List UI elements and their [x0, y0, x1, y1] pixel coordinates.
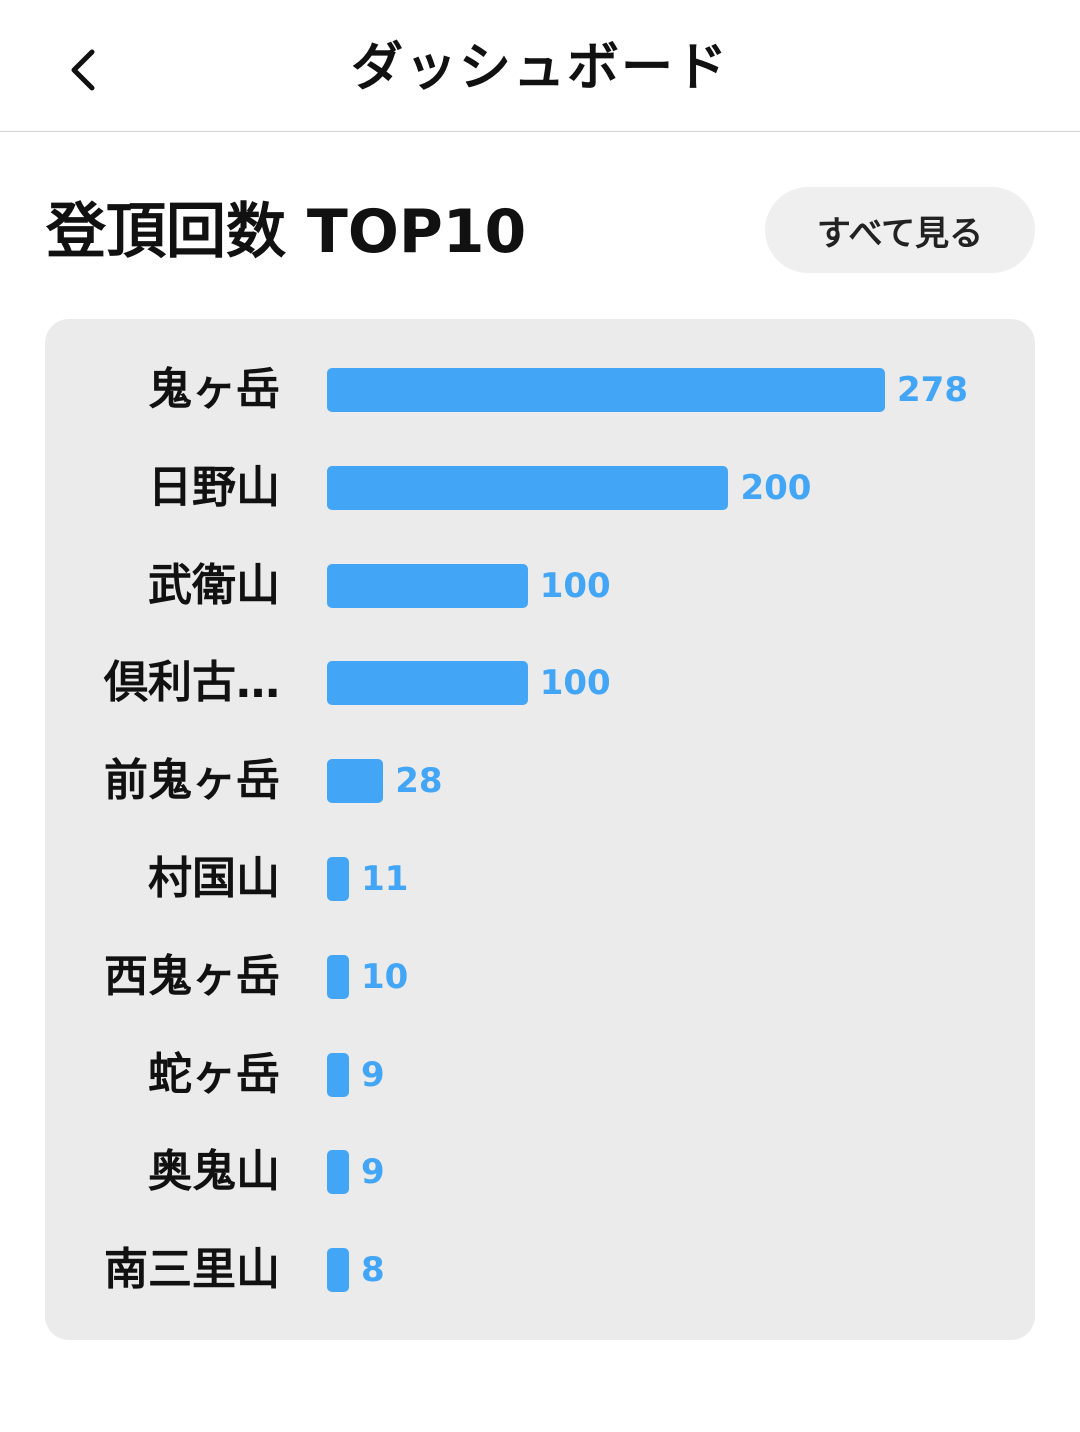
bar-row: 南三里山 8: [45, 1221, 1035, 1319]
bar: [327, 368, 885, 412]
bar-category-label: 奥鬼山: [148, 1146, 280, 1198]
bar-row: 西鬼ヶ岳 10: [45, 928, 1035, 1026]
page-title: ダッシュボード: [350, 38, 729, 98]
bar-category-label: 南三里山: [104, 1244, 280, 1296]
bar: [327, 1052, 349, 1097]
bar-value-label: 9: [361, 1152, 385, 1193]
bar: [327, 1150, 349, 1195]
bar-category-label: 蛇ヶ岳: [148, 1048, 280, 1100]
bar-row: 前鬼ヶ岳 28: [45, 732, 1035, 830]
bar-value-label: 9: [361, 1054, 385, 1095]
bar: [327, 1248, 349, 1293]
bar-value-label: 200: [740, 467, 812, 508]
bar-category-label: 鬼ヶ岳: [148, 364, 280, 415]
section-title: 登頂回数 TOP10: [46, 197, 527, 267]
bar: [327, 759, 384, 804]
bar: [327, 563, 528, 608]
bar-value-label: 28: [395, 761, 443, 802]
bar-value-label: 100: [539, 663, 611, 704]
bar-value-label: 10: [361, 956, 409, 997]
bar-row: 村国山 11: [45, 830, 1035, 928]
bar-row: 蛇ヶ岳 9: [45, 1026, 1035, 1124]
bar-category-label: 村国山: [148, 853, 280, 904]
bar-row: 鬼ヶ岳 278: [45, 341, 1035, 439]
header-bar: ダッシュボード: [0, 0, 1080, 132]
bar-category-label: 日野山: [148, 461, 280, 513]
back-button[interactable]: [52, 30, 116, 110]
bar-value-label: 11: [361, 859, 409, 899]
bar-row: 日野山 200: [45, 439, 1035, 537]
bar-value-label: 100: [539, 565, 611, 606]
bar-row: 武衛山 100: [45, 537, 1035, 635]
chevron-left-icon: [71, 49, 95, 91]
bar: [327, 954, 349, 999]
bar-category-label: 西鬼ヶ岳: [104, 950, 280, 1002]
bar-category-label: 武衛山: [148, 559, 280, 611]
bar-value-label: 278: [897, 370, 968, 410]
bar-category-label: 前鬼ヶ岳: [104, 755, 280, 807]
ranking-chart-card: 鬼ヶ岳 278 日野山 200 武衛山 100 倶利古… 100 前鬼ヶ岳 28 村国山 11 西鬼ヶ岳…: [45, 319, 1035, 1340]
bar-row: 倶利古… 100: [45, 634, 1035, 732]
bar-category-label: 倶利古…: [104, 657, 280, 709]
see-all-button[interactable]: すべて見る: [765, 187, 1035, 273]
bar-value-label: 8: [361, 1250, 385, 1291]
bar: [327, 857, 350, 901]
bar-row: 奥鬼山 9: [45, 1123, 1035, 1221]
bar: [327, 465, 729, 510]
bar: [327, 661, 528, 706]
